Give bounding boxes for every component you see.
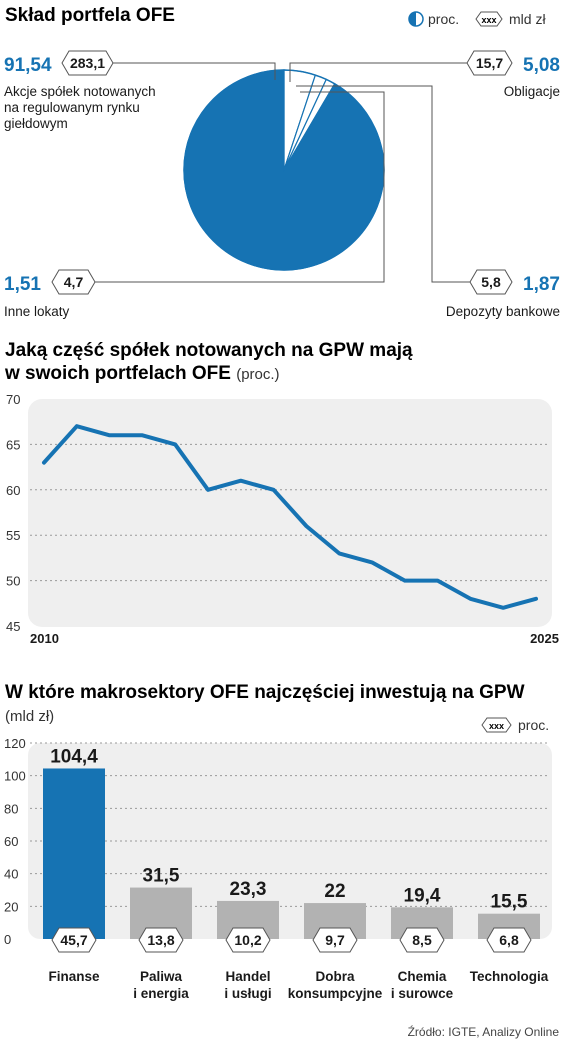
line-y-tick-55: 55 <box>6 528 20 543</box>
obligacje-label: Obligacje <box>504 84 560 99</box>
line-chart-title-line2-text: w swoich portfelach OFE <box>4 363 231 384</box>
depozyty-label: Depozyty bankowe <box>446 304 560 319</box>
bar-pct-label-3: 9,7 <box>325 932 345 948</box>
line-grid <box>30 443 550 582</box>
line-points <box>43 426 537 608</box>
bar-pct-label-4: 8,5 <box>412 932 432 948</box>
bar-pct-label-2: 10,2 <box>234 932 261 948</box>
bar-value-label-3: 22 <box>324 881 345 902</box>
akcje-value: 283,1 <box>70 55 105 71</box>
bar-pct-marker-1 <box>138 927 184 953</box>
bar-0 <box>43 768 105 939</box>
akcje-pct: 91,54 <box>4 55 52 76</box>
leader-obligacje <box>289 62 470 82</box>
pct-legend-icon <box>408 11 424 27</box>
pie-chart <box>183 69 385 271</box>
line-series <box>42 424 538 610</box>
akcje-label-line3: giełdowym <box>4 116 68 131</box>
bar-y-tick-0: 0 <box>4 932 11 947</box>
line-chart-unit: (proc.) <box>236 366 279 383</box>
bars: 104,4 45,7 Finanse 31,5 13,8 Paliwa i energia 2… <box>43 746 549 1001</box>
line-y-tick-50: 50 <box>6 574 20 589</box>
pie-legend: proc. xxx mld zł <box>408 11 546 27</box>
bar-category-label-2: Handel <box>225 969 270 984</box>
line-y-tick-60: 60 <box>6 483 20 498</box>
bar-chart-title: W które makrosektory OFE najczęściej inw… <box>5 682 525 703</box>
inne-value: 4,7 <box>64 274 84 290</box>
bar-pct-marker-0 <box>51 927 97 953</box>
bar-pct-marker-2 <box>225 927 271 953</box>
line-y-tick-70: 70 <box>6 392 20 407</box>
leader-akcje <box>110 62 276 80</box>
bar-category-label-4: Chemia <box>398 969 447 984</box>
pie-leader-lines <box>92 62 470 283</box>
line-x-start-label: 2010 <box>30 631 59 646</box>
inne-value-marker: 4,7 <box>51 269 96 295</box>
depozyty-value-marker: 5,8 <box>469 269 513 295</box>
inne-label: Inne lokaty <box>4 304 70 319</box>
bar-category-label-line2-3: konsumpcyjne <box>288 986 383 1001</box>
akcje-label-line2: na regulowanym rynku <box>4 100 140 115</box>
obligacje-pct: 5,08 <box>523 55 560 76</box>
line-y-tick-65: 65 <box>6 437 20 452</box>
bar-category-label-3: Dobra <box>315 969 354 984</box>
bar-y-tick-60: 60 <box>4 834 18 849</box>
bar-y-tick-120: 120 <box>4 736 26 751</box>
bar-category-label-line2-1: i energia <box>133 986 189 1001</box>
bar-value-label-4: 19,4 <box>404 885 441 906</box>
bar-pct-label-0: 45,7 <box>60 932 87 948</box>
bar-pct-label-5: 6,8 <box>499 932 519 948</box>
pct-legend-label: proc. <box>428 11 459 27</box>
obligacje-value: 15,7 <box>476 55 503 71</box>
bar-y-tick-80: 80 <box>4 801 18 816</box>
line-y-ticks: 45 50 55 60 65 70 <box>6 392 20 634</box>
akcje-label-line1: Akcje spółek notowanych <box>4 84 156 99</box>
bar-pct-marker-4 <box>399 927 445 953</box>
depozyty-pct: 1,87 <box>523 274 560 295</box>
bar-value-label-0: 104,4 <box>50 746 98 767</box>
bar-legend-label: proc. <box>518 717 549 733</box>
line-x-end-label: 2025 <box>530 631 559 646</box>
bar-chart-unit: (mld zł) <box>5 708 54 725</box>
source-note: Źródło: IGTE, Analizy Online <box>408 1024 560 1039</box>
line-chart-title-line2: w swoich portfelach OFE (proc.) <box>4 363 280 384</box>
value-legend-label: mld zł <box>509 11 546 27</box>
bar-category-label-5: Technologia <box>470 969 549 984</box>
inne-pct: 1,51 <box>4 274 41 295</box>
bar-legend-marker-text: xxx <box>489 721 504 731</box>
bar-pct-marker-3 <box>312 927 358 953</box>
bar-y-tick-40: 40 <box>4 867 18 882</box>
bar-pct-label-1: 13,8 <box>147 932 174 948</box>
value-legend-marker-text: xxx <box>481 15 496 25</box>
bar-legend: xxx proc. <box>481 717 549 733</box>
bar-y-tick-100: 100 <box>4 769 26 784</box>
line-plot-area <box>28 399 552 627</box>
bar-value-label-2: 23,3 <box>230 879 267 900</box>
obligacje-value-marker: 15,7 <box>466 50 513 76</box>
bar-y-tick-20: 20 <box>4 899 18 914</box>
bar-legend-marker: xxx <box>481 717 512 733</box>
akcje-value-marker: 283,1 <box>61 50 114 76</box>
leader-inne <box>92 91 385 283</box>
bar-value-label-5: 15,5 <box>491 892 528 913</box>
leader-depozyty <box>296 85 470 283</box>
depozyty-value: 5,8 <box>481 274 501 290</box>
bar-category-label-line2-2: i usługi <box>224 986 271 1001</box>
line-chart-title-line1: Jaką część spółek notowanych na GPW mają <box>5 340 413 361</box>
bar-category-label-line2-4: i surowce <box>391 986 454 1001</box>
bar-category-label-0: Finanse <box>48 969 100 984</box>
bar-category-label-1: Paliwa <box>140 969 183 984</box>
line-y-tick-45: 45 <box>6 619 20 634</box>
value-legend-marker: xxx <box>475 11 503 27</box>
bar-value-label-1: 31,5 <box>143 866 180 887</box>
bar-grid <box>30 742 550 907</box>
bar-y-ticks: 0 20 40 60 80 100 120 <box>4 736 26 947</box>
pie-chart-title: Skład portfela OFE <box>5 5 175 26</box>
bar-pct-marker-5 <box>486 927 532 953</box>
pie-slice-0 <box>183 69 385 271</box>
